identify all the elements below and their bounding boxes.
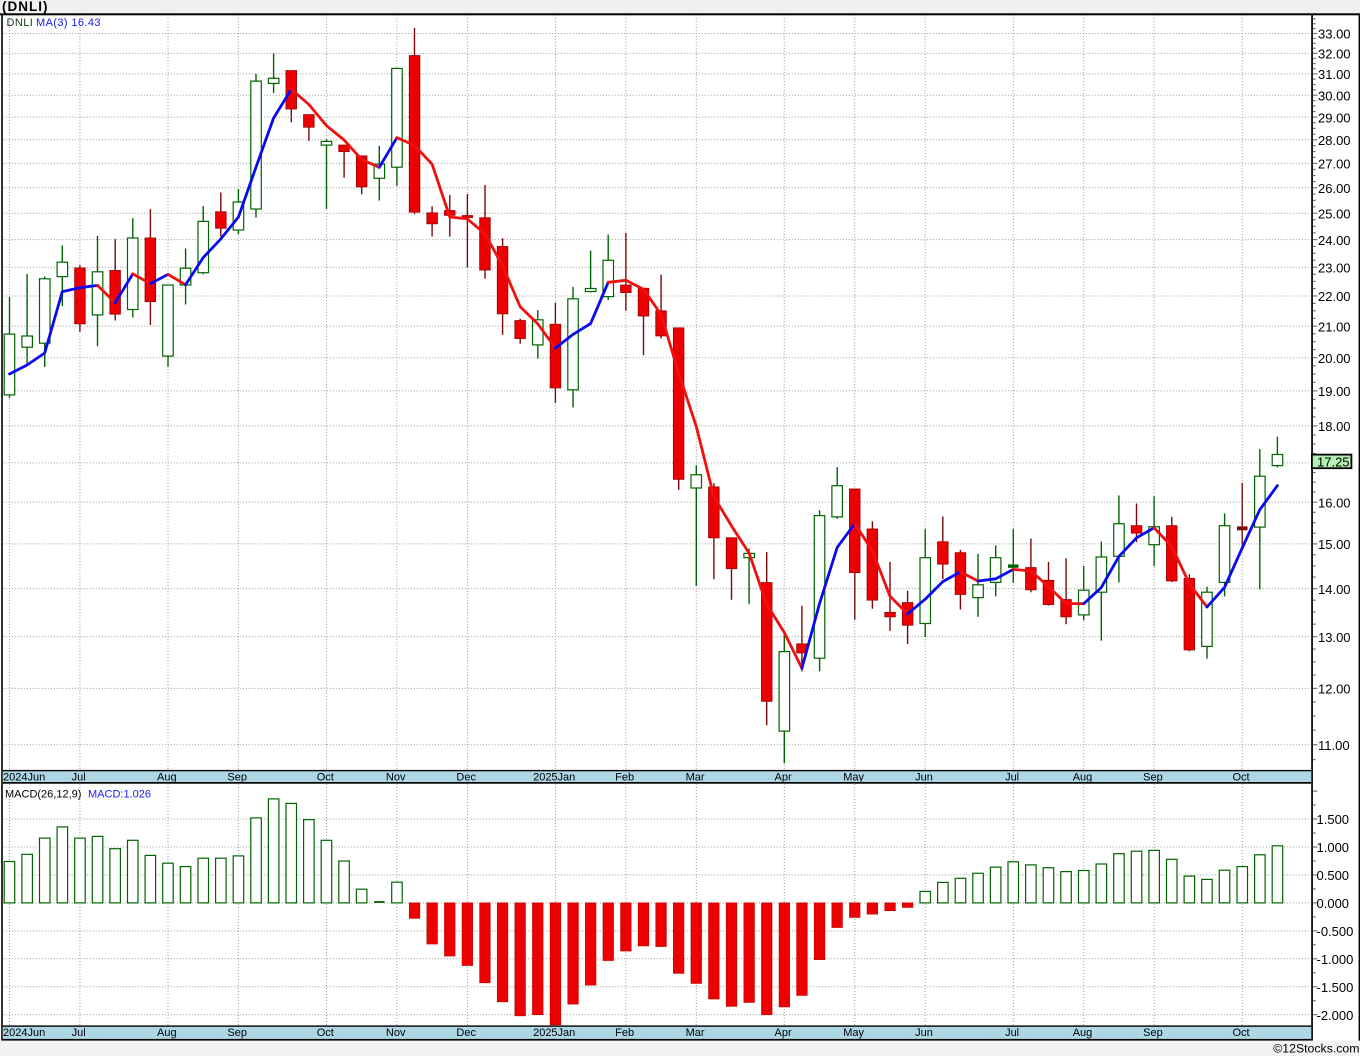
svg-text:May: May [843, 1027, 864, 1039]
svg-text:15.00: 15.00 [1318, 537, 1351, 552]
svg-text:-1.500: -1.500 [1317, 980, 1354, 995]
svg-text:Feb: Feb [615, 1027, 634, 1039]
svg-text:Feb: Feb [615, 771, 634, 783]
svg-text:Mar: Mar [686, 1027, 705, 1039]
svg-text:Nov: Nov [386, 1027, 406, 1039]
svg-text:27.00: 27.00 [1318, 157, 1351, 172]
svg-text:Apr: Apr [775, 771, 792, 783]
svg-text:25.00: 25.00 [1318, 206, 1351, 221]
svg-text:-0.500: -0.500 [1317, 924, 1354, 939]
svg-text:32.00: 32.00 [1318, 47, 1351, 62]
svg-text:Sep: Sep [227, 1027, 247, 1039]
svg-text:1.000: 1.000 [1317, 840, 1350, 855]
svg-text:1.500: 1.500 [1317, 812, 1350, 827]
svg-text:Jul: Jul [72, 1027, 86, 1039]
svg-text:22.00: 22.00 [1318, 289, 1351, 304]
svg-text:2024Jun: 2024Jun [3, 1027, 45, 1039]
svg-text:MACD(26,12,9): MACD(26,12,9) [5, 789, 81, 801]
svg-text:Aug: Aug [157, 771, 177, 783]
svg-text:31.00: 31.00 [1318, 67, 1351, 82]
svg-text:23.00: 23.00 [1318, 260, 1351, 275]
svg-text:Jul: Jul [72, 771, 86, 783]
svg-text:0.000: 0.000 [1317, 896, 1350, 911]
svg-text:Oct: Oct [1232, 1027, 1249, 1039]
svg-text:18.00: 18.00 [1318, 419, 1351, 434]
svg-text:Aug: Aug [1073, 1027, 1093, 1039]
svg-text:Oct: Oct [317, 1027, 334, 1039]
svg-text:Sep: Sep [1143, 771, 1163, 783]
svg-text:Aug: Aug [157, 1027, 177, 1039]
svg-text:13.00: 13.00 [1318, 630, 1351, 645]
svg-text:Dec: Dec [456, 771, 476, 783]
svg-text:MACD:1.026: MACD:1.026 [88, 789, 151, 801]
svg-text:DNLI: DNLI [7, 17, 34, 29]
svg-text:2025Jan: 2025Jan [533, 771, 575, 783]
svg-text:Jun: Jun [915, 1027, 933, 1039]
svg-text:16.00: 16.00 [1318, 495, 1351, 510]
svg-text:-2.000: -2.000 [1317, 1008, 1354, 1023]
svg-text:Oct: Oct [1232, 771, 1249, 783]
svg-text:2024Jun: 2024Jun [3, 771, 45, 783]
svg-text:12.00: 12.00 [1318, 682, 1351, 697]
svg-text:26.00: 26.00 [1318, 181, 1351, 196]
svg-text:Jun: Jun [915, 771, 933, 783]
svg-text:(DNLI): (DNLI) [2, 0, 49, 14]
svg-text:Aug: Aug [1073, 771, 1093, 783]
svg-text:29.00: 29.00 [1318, 110, 1351, 125]
svg-text:28.00: 28.00 [1318, 133, 1351, 148]
svg-text:Sep: Sep [227, 771, 247, 783]
svg-text:20.00: 20.00 [1318, 351, 1351, 366]
svg-text:17.25: 17.25 [1317, 454, 1350, 469]
svg-text:Mar: Mar [686, 771, 705, 783]
svg-text:MA(3) 16.43: MA(3) 16.43 [36, 17, 101, 29]
svg-text:©12Stocks.com: ©12Stocks.com [1273, 1042, 1359, 1056]
svg-text:0.500: 0.500 [1317, 868, 1350, 883]
svg-text:11.00: 11.00 [1318, 738, 1350, 753]
svg-text:19.00: 19.00 [1318, 384, 1351, 399]
svg-text:24.00: 24.00 [1318, 233, 1351, 248]
svg-text:30.00: 30.00 [1318, 88, 1351, 103]
svg-text:Oct: Oct [317, 771, 334, 783]
svg-text:Jul: Jul [1005, 1027, 1019, 1039]
svg-text:2025Jan: 2025Jan [533, 1027, 575, 1039]
svg-text:-1.000: -1.000 [1317, 952, 1354, 967]
svg-text:Dec: Dec [456, 1027, 476, 1039]
svg-text:21.00: 21.00 [1318, 319, 1351, 334]
svg-text:33.00: 33.00 [1318, 27, 1351, 42]
svg-text:Sep: Sep [1143, 1027, 1163, 1039]
svg-text:Jul: Jul [1005, 771, 1019, 783]
svg-text:May: May [843, 771, 864, 783]
svg-text:Nov: Nov [386, 771, 406, 783]
svg-text:Apr: Apr [775, 1027, 792, 1039]
svg-text:14.00: 14.00 [1318, 582, 1351, 597]
